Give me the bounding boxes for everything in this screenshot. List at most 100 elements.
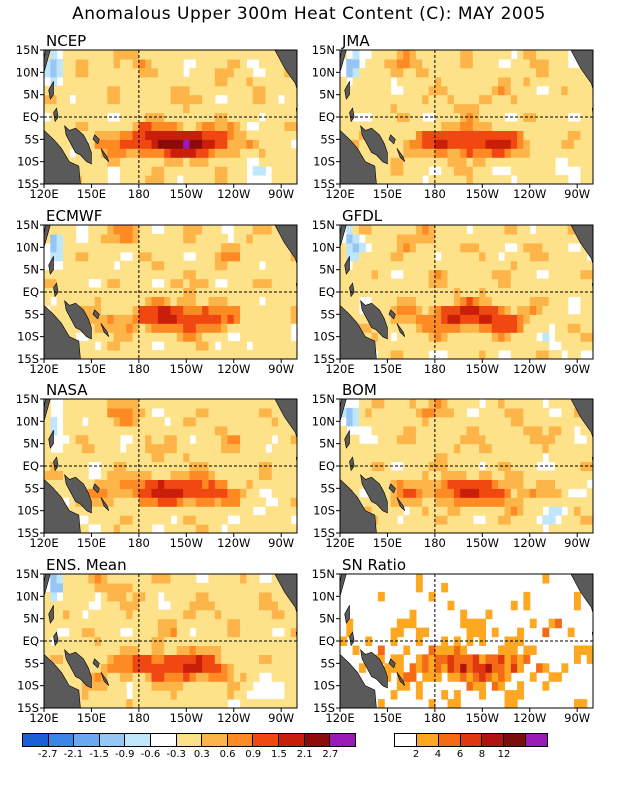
lat-tick-label: 5S (320, 481, 335, 495)
land-mass (340, 574, 347, 597)
lat-tick-label: 10N (312, 414, 335, 428)
lon-tick-label: 90W (564, 362, 590, 376)
lon-tick-label: 150W (466, 536, 499, 550)
land-mass (267, 50, 297, 91)
lon-tick-label: 150W (170, 187, 203, 201)
lat-tick-label: 10N (312, 65, 335, 79)
lat-tick-label: 10S (17, 155, 39, 169)
snr-colorbar: 2 4 6 8 12 (394, 733, 548, 761)
land-mass (340, 304, 377, 359)
land-mass (44, 225, 51, 248)
snr-colorbar-swatch (504, 734, 527, 746)
land-mass (344, 605, 350, 624)
lon-tick-label: 120W (217, 711, 250, 725)
lon-tick-label: 180 (424, 187, 446, 201)
land-mass (340, 478, 377, 533)
panel-label: SN Ratio (342, 556, 406, 574)
lat-tick-label: 15S (17, 352, 39, 366)
lat-tick-label: 10N (16, 240, 39, 254)
land-mass (44, 574, 51, 597)
anomaly-colorbar-swatch (227, 734, 254, 746)
lat-tick-label: 15S (313, 177, 335, 191)
land-mass (340, 399, 347, 422)
snr-colorbar-swatch (482, 734, 505, 746)
land-mass (349, 282, 355, 298)
anomaly-colorbar-label: 0.6 (219, 749, 236, 760)
anomaly-colorbar-swatch (279, 734, 305, 746)
lat-tick-label: EQ (23, 110, 39, 124)
land-mass (360, 474, 388, 514)
anomaly-colorbar-label: -1.5 (89, 749, 109, 760)
land-mass (563, 574, 593, 615)
lon-tick-label: 120W (513, 711, 546, 725)
anomaly-colorbar-swatches (22, 733, 356, 747)
anomaly-colorbar-swatch (304, 734, 331, 746)
anomaly-colorbar-swatch (74, 734, 100, 746)
anomaly-colorbar-label: -2.1 (63, 749, 84, 760)
lon-tick-label: 180 (128, 711, 150, 725)
land-mass (48, 605, 54, 624)
anomaly-colorbar-label: -0.6 (140, 749, 161, 760)
lat-tick-label: 5N (23, 263, 39, 277)
figure-title: Anomalous Upper 300m Heat Content (C): M… (72, 4, 546, 24)
land-mass (360, 125, 388, 165)
land-mass (44, 653, 81, 708)
anomaly-colorbar-swatch (151, 734, 177, 746)
lon-tick-label: 120E (325, 187, 354, 201)
lon-tick-label: 120E (325, 711, 354, 725)
land-mass (53, 282, 59, 298)
lon-tick-label: 150E (373, 711, 402, 725)
snr-colorbar-swatch (416, 734, 439, 746)
land-mass (388, 658, 396, 669)
lat-tick-label: 5N (23, 612, 39, 626)
lon-tick-label: 150W (170, 711, 203, 725)
land-mass (396, 148, 406, 162)
land-mass (100, 672, 110, 686)
land-mass (388, 483, 396, 494)
lat-tick-label: 10N (16, 589, 39, 603)
lat-tick-label: EQ (319, 285, 335, 299)
land-mass (53, 456, 59, 472)
anomaly-colorbar-label: 1.5 (270, 749, 287, 760)
land-mass (267, 574, 297, 615)
land-mass (100, 323, 110, 337)
lat-tick-label: 10S (17, 504, 39, 518)
snr-colorbar-label: 12 (497, 749, 511, 760)
anomaly-colorbar-swatch (125, 734, 152, 746)
lon-tick-label: 120W (513, 187, 546, 201)
snr-colorbar-label: 4 (434, 749, 442, 760)
snr-colorbar-label: 2 (412, 749, 420, 760)
land-mass (344, 430, 350, 449)
lat-tick-label: 10S (17, 679, 39, 693)
lon-tick-label: 90W (268, 711, 294, 725)
land-mass (92, 483, 100, 494)
panel-label: NASA (46, 381, 88, 399)
land-mass (340, 225, 347, 248)
lon-tick-label: 150E (77, 536, 106, 550)
land-mass (388, 134, 396, 145)
lon-tick-label: 150W (466, 711, 499, 725)
land-mass (267, 399, 297, 440)
land-mass (92, 309, 100, 320)
lon-tick-label: 180 (128, 536, 150, 550)
lon-tick-label: 180 (424, 536, 446, 550)
lat-tick-label: 15N (16, 392, 39, 406)
snr-colorbar-label: 6 (456, 749, 464, 760)
land-mass (344, 81, 350, 100)
land-mass (64, 125, 92, 165)
land-mass (396, 497, 406, 511)
lat-tick-label: 15S (313, 701, 335, 715)
land-mass (44, 478, 81, 533)
snr-colorbar-swatch (438, 734, 461, 746)
lat-tick-label: 5S (24, 132, 39, 146)
anomaly-colorbar-label: 2.1 (296, 749, 313, 760)
lon-tick-label: 120E (29, 187, 58, 201)
lon-tick-label: 150W (466, 362, 499, 376)
panel-label: GFDL (342, 207, 383, 225)
land-mass (396, 323, 406, 337)
lon-tick-label: 150E (373, 187, 402, 201)
lat-tick-label: 5N (319, 437, 335, 451)
